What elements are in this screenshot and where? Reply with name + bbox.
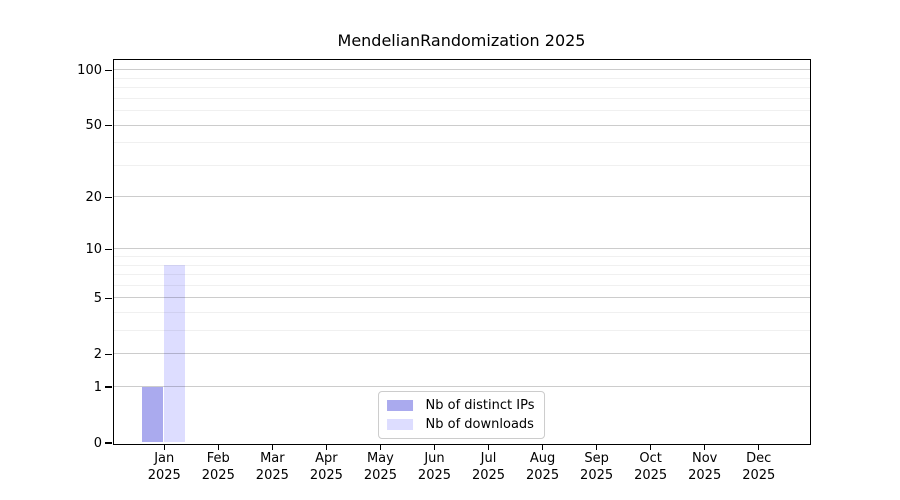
x-tick-label: Oct 2025	[619, 450, 683, 484]
bar-nb-of-distinct-ips-jan	[142, 386, 164, 443]
x-tick-label-month: Nov	[692, 451, 718, 466]
legend-item-distinct-ips: Nb of distinct IPs	[386, 397, 535, 413]
x-tick-label-month: Oct	[639, 451, 662, 466]
x-tick-label-year: 2025	[471, 468, 506, 483]
y-tick	[105, 124, 112, 127]
plot-area: Nb of distinct IPs Nb of downloads	[112, 58, 811, 445]
x-tick-label-month: Apr	[315, 451, 338, 466]
x-tick-label-month: Mar	[260, 451, 285, 466]
x-tick	[217, 444, 219, 450]
x-tick	[271, 444, 274, 450]
grid-layer	[113, 60, 810, 444]
x-tick-label: Nov 2025	[673, 450, 737, 484]
x-tick-label: Apr 2025	[294, 450, 358, 484]
x-tick	[758, 444, 760, 450]
x-tick-label: Jan 2025	[132, 450, 196, 484]
legend-swatch-downloads-icon	[386, 418, 413, 430]
chart-title: MendelianRandomization 2025	[337, 31, 586, 50]
x-tick-label: Jul 2025	[457, 450, 521, 484]
x-tick-label-month: May	[366, 451, 394, 466]
gridline-major	[113, 386, 810, 388]
y-tick-label: 100	[77, 62, 102, 78]
x-tick-label-year: 2025	[255, 468, 289, 483]
x-tick-label-year: 2025	[417, 468, 452, 483]
gridline-major	[113, 248, 810, 250]
x-tick	[379, 444, 382, 450]
x-tick-label-month: Jun	[424, 451, 445, 466]
y-tick	[105, 69, 112, 72]
x-tick-label-year: 2025	[309, 468, 343, 483]
x-tick-label-year: 2025	[742, 468, 776, 483]
y-tick-label: 0	[93, 435, 102, 451]
y-tick	[105, 353, 112, 355]
gridline-minor	[113, 87, 810, 89]
x-tick	[595, 444, 598, 450]
x-tick-label-year: 2025	[526, 468, 560, 483]
y-tick	[105, 196, 112, 198]
x-tick-label-month: Dec	[746, 451, 772, 466]
y-tick-label: 1	[93, 379, 102, 395]
x-tick	[325, 444, 328, 450]
gridline-major	[113, 297, 810, 299]
x-tick-label-month: Sep	[584, 451, 609, 466]
x-tick-label-month: Feb	[206, 451, 230, 466]
legend-swatch-distinct-ips-icon	[386, 399, 413, 411]
bar-nb-of-downloads-jan	[164, 265, 186, 443]
gridline-major	[113, 353, 810, 355]
x-tick-label-month: Jan	[154, 451, 175, 466]
gridline-major	[113, 69, 810, 71]
x-tick-label-year: 2025	[634, 468, 668, 483]
y-tick-label: 20	[85, 189, 102, 205]
x-tick-label: Dec 2025	[727, 450, 791, 484]
x-tick-label-year: 2025	[580, 468, 614, 483]
x-tick-label-month: Aug	[529, 451, 556, 466]
y-tick	[105, 297, 112, 299]
x-tick	[649, 444, 652, 450]
y-tick-label: 10	[85, 241, 102, 257]
gridline-minor	[113, 110, 810, 112]
legend-label-distinct-ips: Nb of distinct IPs	[425, 397, 535, 413]
x-tick-label-year: 2025	[201, 468, 235, 483]
x-tick	[163, 444, 165, 450]
y-tick-label: 50	[85, 118, 102, 134]
gridline-minor	[113, 312, 810, 314]
gridline-minor	[113, 284, 810, 286]
x-tick-label-year: 2025	[688, 468, 722, 483]
y-tick	[105, 248, 112, 251]
x-tick-label: Sep 2025	[565, 450, 629, 484]
x-tick-label: Jun 2025	[402, 450, 466, 484]
gridline-minor	[113, 142, 810, 144]
x-tick	[703, 444, 706, 450]
x-tick-label: Aug 2025	[511, 450, 575, 484]
gridline-minor	[113, 264, 810, 266]
gridline-minor	[113, 97, 810, 99]
gridline-minor	[113, 256, 810, 258]
gridline-major	[113, 124, 810, 126]
y-tick-label: 2	[93, 346, 102, 362]
x-tick-label-month: Jul	[480, 451, 497, 466]
x-tick-label: Feb 2025	[186, 450, 250, 484]
gridline-minor	[113, 77, 810, 79]
x-tick	[541, 444, 544, 450]
gridline-minor	[113, 274, 810, 276]
y-tick-label: 5	[93, 290, 102, 306]
x-tick	[433, 444, 436, 450]
gridline-minor	[113, 164, 810, 166]
x-tick-label: Mar 2025	[240, 450, 304, 484]
legend-item-downloads: Nb of downloads	[386, 416, 535, 432]
legend-label-downloads: Nb of downloads	[425, 416, 534, 432]
y-tick	[105, 442, 112, 444]
gridline-major	[113, 196, 810, 198]
gridline-minor	[113, 330, 810, 332]
x-tick-label: May 2025	[348, 450, 412, 484]
legend: Nb of distinct IPs Nb of downloads	[377, 390, 546, 439]
x-tick	[487, 444, 490, 450]
bar-layer	[114, 60, 810, 444]
x-tick-label-year: 2025	[363, 468, 397, 483]
y-tick	[105, 386, 112, 388]
x-tick-label-year: 2025	[147, 468, 181, 483]
